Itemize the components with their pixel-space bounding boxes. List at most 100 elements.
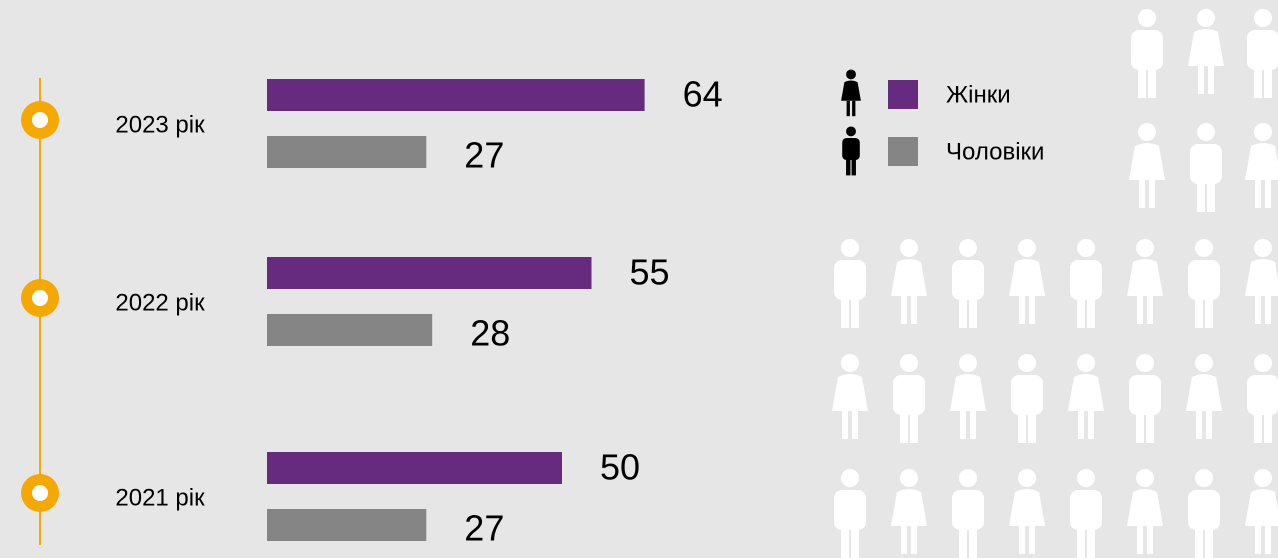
leg (1265, 180, 1271, 208)
bar (267, 509, 426, 541)
leg (1196, 411, 1202, 439)
head (1195, 469, 1213, 487)
head (959, 354, 977, 372)
head (1254, 469, 1272, 487)
leg (901, 296, 907, 324)
head (846, 69, 856, 79)
leg (970, 411, 976, 439)
body (1190, 144, 1222, 184)
leg (1205, 290, 1213, 328)
value-label: 27 (464, 135, 504, 176)
leg (851, 520, 859, 558)
head (841, 469, 859, 487)
head (1197, 9, 1215, 27)
leg (901, 526, 907, 554)
leg (1147, 296, 1153, 324)
leg (852, 101, 855, 116)
legend-label: Жінки (946, 81, 1011, 108)
leg (1139, 180, 1145, 208)
leg (1255, 526, 1261, 554)
leg (969, 290, 977, 328)
leg (1195, 520, 1203, 558)
body (1129, 375, 1161, 415)
head (900, 239, 918, 257)
head (846, 126, 856, 136)
leg (1254, 60, 1262, 98)
leg (1019, 526, 1025, 554)
leg (851, 290, 859, 328)
head (1254, 354, 1272, 372)
leg (852, 155, 856, 176)
leg (1029, 526, 1035, 554)
leg (846, 155, 850, 176)
leg (1205, 520, 1213, 558)
leg (1078, 411, 1084, 439)
body (1070, 260, 1102, 300)
head (1136, 469, 1154, 487)
body (1070, 490, 1102, 530)
head (1254, 239, 1272, 257)
leg (1077, 290, 1085, 328)
leg (1264, 60, 1272, 98)
leg (1019, 296, 1025, 324)
leg (1146, 405, 1154, 443)
bar (267, 257, 592, 289)
legend-label: Чоловіки (946, 138, 1044, 165)
leg (847, 101, 850, 116)
chart: 2023 рік64272022 рік55282021 рік5027Жінк… (0, 0, 1278, 558)
head (1077, 239, 1095, 257)
leg (1207, 174, 1215, 212)
legend-swatch (888, 137, 918, 166)
leg (1265, 526, 1271, 554)
head (841, 354, 859, 372)
head (1195, 239, 1213, 257)
body (1188, 490, 1220, 530)
head (1138, 9, 1156, 27)
leg (842, 411, 848, 439)
category-label: 2022 рік (115, 289, 205, 316)
body (834, 490, 866, 530)
timeline-dot-inner (32, 485, 48, 501)
leg (1254, 405, 1262, 443)
leg (1255, 296, 1261, 324)
leg (1138, 60, 1146, 98)
bar (267, 314, 432, 346)
leg (1087, 520, 1095, 558)
value-label: 27 (464, 508, 504, 549)
head (1197, 123, 1215, 141)
leg (1148, 60, 1156, 98)
body (1011, 375, 1043, 415)
legend-swatch (888, 80, 918, 109)
leg (841, 290, 849, 328)
head (1254, 9, 1272, 27)
leg (852, 411, 858, 439)
body (1247, 375, 1278, 415)
leg (900, 405, 908, 443)
leg (1137, 526, 1143, 554)
leg (1149, 180, 1155, 208)
head (959, 239, 977, 257)
leg (1208, 66, 1214, 94)
timeline-dot-inner (32, 112, 48, 128)
head (1136, 239, 1154, 257)
leg (1077, 520, 1085, 558)
head (1018, 469, 1036, 487)
leg (911, 296, 917, 324)
value-label: 64 (683, 74, 723, 115)
leg (1255, 180, 1261, 208)
timeline-dot-inner (32, 290, 48, 306)
leg (1197, 174, 1205, 212)
leg (1147, 526, 1153, 554)
value-label: 50 (600, 447, 640, 488)
leg (1087, 290, 1095, 328)
body (893, 375, 925, 415)
body (1247, 30, 1278, 70)
category-label: 2021 рік (115, 484, 205, 511)
head (1136, 354, 1154, 372)
leg (1206, 411, 1212, 439)
value-label: 28 (470, 313, 510, 354)
value-label: 55 (630, 252, 670, 293)
body (952, 260, 984, 300)
head (900, 354, 918, 372)
head (1018, 354, 1036, 372)
